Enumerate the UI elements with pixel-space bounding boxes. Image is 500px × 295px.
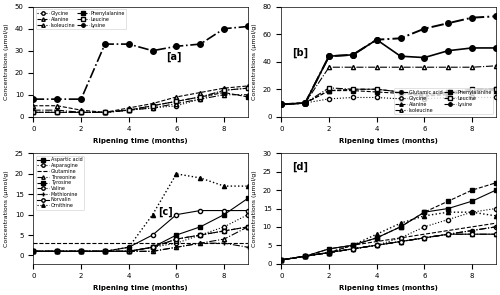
Legend: Aspartic acid, Asparagine, Glutamine, Threonine, Tyrosine, Valine, Methionine, N: Aspartic acid, Asparagine, Glutamine, Th… — [36, 156, 84, 210]
X-axis label: Ripening time (months): Ripening time (months) — [94, 285, 188, 291]
Legend: Glycine, Alanine, Isoleucine, Phenylalanine, Leucine, Lysine: Glycine, Alanine, Isoleucine, Phenylalan… — [36, 9, 126, 29]
Text: [b]: [b] — [292, 48, 308, 58]
Y-axis label: Concentrations (μmol/g): Concentrations (μmol/g) — [252, 170, 257, 247]
X-axis label: Ripening times (months): Ripening times (months) — [339, 285, 438, 291]
Text: [c]: [c] — [158, 207, 172, 217]
Legend: Glutamic acid, Glycine, Alanine, Isoleucine, Phenylalanine, Leucine, Lysine: Glutamic acid, Glycine, Alanine, Isoleuc… — [394, 88, 494, 114]
Y-axis label: Concentrations (μmol/g): Concentrations (μmol/g) — [4, 23, 9, 100]
Y-axis label: Concentrations (μmol/g): Concentrations (μmol/g) — [252, 23, 257, 100]
Y-axis label: Concentrations (μmol/g): Concentrations (μmol/g) — [4, 170, 9, 247]
X-axis label: Ripening times (months): Ripening times (months) — [339, 138, 438, 144]
Text: [a]: [a] — [166, 52, 182, 62]
Text: [d]: [d] — [292, 162, 308, 172]
X-axis label: Ripening time (months): Ripening time (months) — [94, 138, 188, 144]
